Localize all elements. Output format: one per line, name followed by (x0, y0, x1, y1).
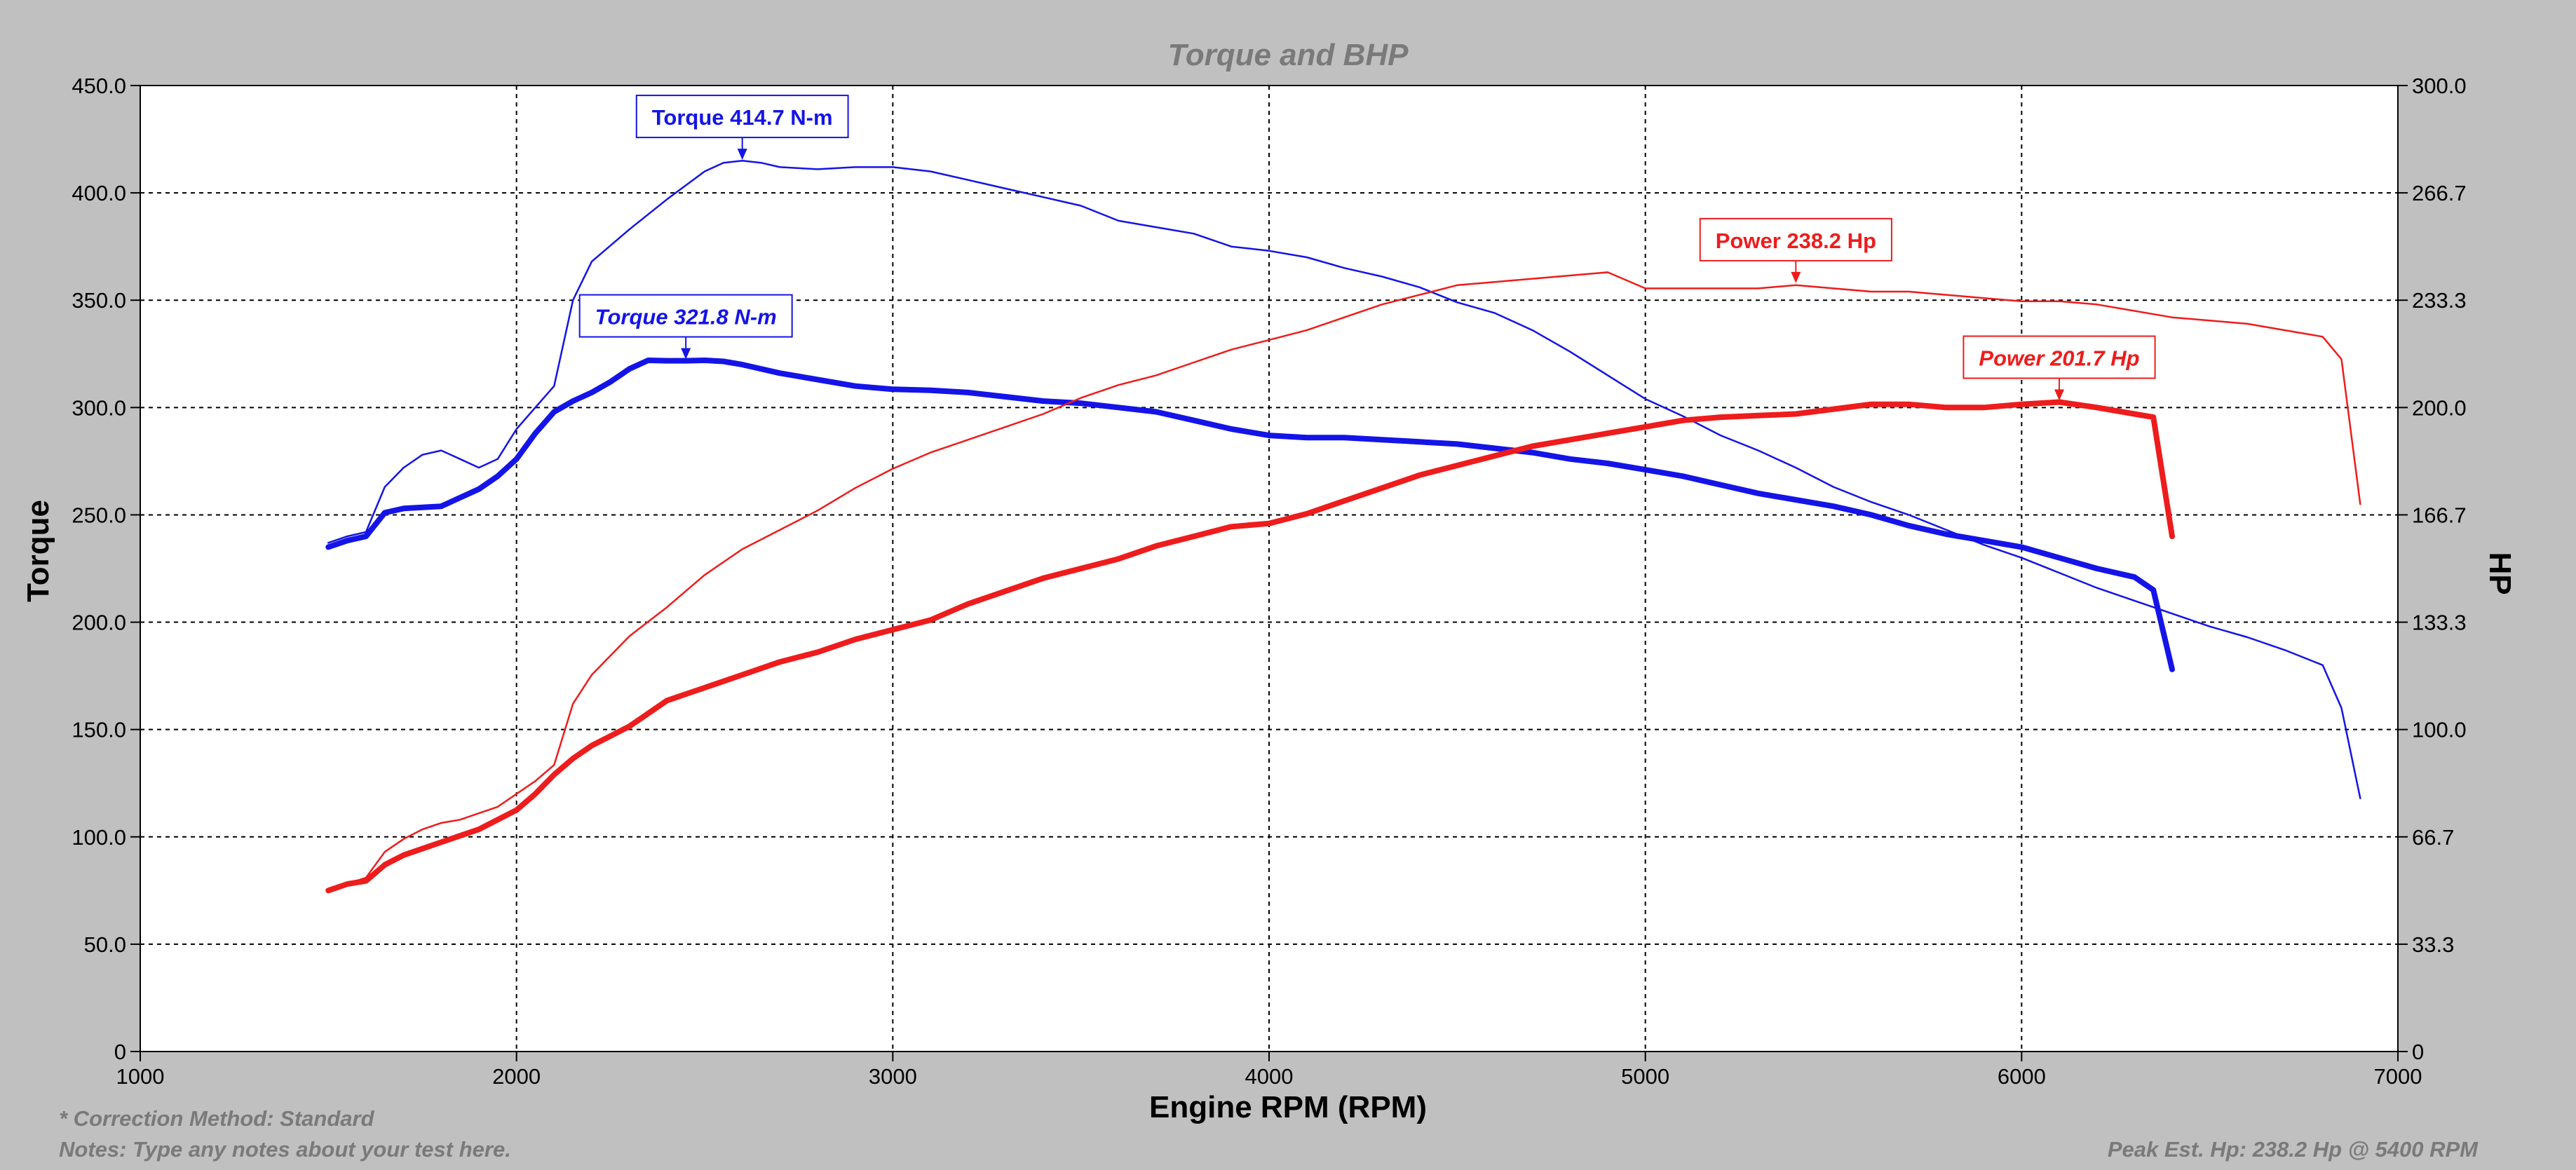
annotation-arrowhead (1791, 271, 1801, 283)
y-right-tick-label: 300.0 (2412, 74, 2467, 98)
y-right-tick-label: 0 (2412, 1040, 2424, 1064)
annotation-label: Torque 321.8 N-m (595, 305, 777, 329)
torque-thin-line (327, 159, 2361, 799)
y-right-tick-label: 100.0 (2412, 718, 2467, 742)
annotation-label: Power 238.2 Hp (1716, 229, 1876, 253)
correction-method-note: * Correction Method: Standard (59, 1106, 374, 1131)
x-tick-label: 1000 (116, 1064, 165, 1089)
y-left-tick-label: 250.0 (72, 503, 126, 527)
x-tick-label: 6000 (1998, 1064, 2046, 1089)
x-tick-label: 2000 (492, 1064, 541, 1089)
y-right-tick-label: 133.3 (2412, 611, 2467, 635)
annotation-label: Power 201.7 Hp (1979, 346, 2139, 371)
annotations: Torque 414.7 N-m Torque 321.8 N-m Power 23… (578, 95, 2156, 401)
y-left-tick-label: 300.0 (72, 395, 126, 420)
x-tick-label: 4000 (1245, 1064, 1294, 1089)
y-right-tick-label: 266.7 (2412, 181, 2467, 205)
x-tick-label: 5000 (1621, 1064, 1669, 1089)
x-axis-label: Engine RPM (RPM) (1149, 1090, 1427, 1124)
y-right-tick-label: 33.3 (2412, 932, 2454, 957)
annotation-callout: Power 238.2 Hp (1699, 217, 1892, 283)
power-thick-line (325, 399, 2175, 894)
annotation-arrowhead (681, 348, 691, 360)
annotation-box (1699, 217, 1892, 261)
annotation-arrowhead (2054, 389, 2064, 401)
y-left-tick-label: 100.0 (72, 825, 126, 850)
annotation-label: Torque 414.7 N-m (652, 105, 833, 130)
chart-title: Torque and BHP (1167, 38, 1409, 72)
peak-hp-note: Peak Est. Hp: 238.2 Hp @ 5400 RPM (2107, 1137, 2478, 1162)
annotation-box (578, 294, 793, 338)
annotation-arrowhead (737, 149, 747, 161)
annotation-callout: Torque 414.7 N-m (635, 95, 849, 161)
annotation-box (635, 95, 849, 139)
y-left-tick-label: 350.0 (72, 288, 126, 313)
y-left-tick-label: 0 (114, 1040, 126, 1064)
y-right-tick-label: 66.7 (2412, 825, 2454, 850)
y-right-tick-label: 200.0 (2412, 395, 2467, 420)
annotation-box (1962, 335, 2156, 379)
test-notes: Notes: Type any notes about your test he… (59, 1137, 511, 1162)
torque-thick-line (325, 358, 2175, 672)
power-thin-line (327, 271, 2361, 892)
y-left-tick-label: 450.0 (72, 74, 126, 98)
grid-lines (140, 86, 2398, 1052)
annotation-callout: Torque 321.8 N-m (578, 294, 793, 360)
y-right-tick-label: 166.7 (2412, 503, 2467, 527)
y-right-tick-label: 233.3 (2412, 288, 2467, 313)
x-tick-label: 3000 (869, 1064, 917, 1089)
y-left-tick-label: 150.0 (72, 718, 126, 742)
y-left-tick-label: 200.0 (72, 611, 126, 635)
y-axis-right-label: HP (2483, 552, 2517, 595)
annotation-callout: Power 201.7 Hp (1962, 335, 2156, 401)
series-lines (325, 159, 2361, 894)
y-left-tick-label: 50.0 (84, 932, 126, 957)
y-left-tick-label: 400.0 (72, 181, 126, 205)
y-axis-left-label: Torque (21, 500, 55, 602)
x-tick-label: 7000 (2374, 1064, 2422, 1089)
